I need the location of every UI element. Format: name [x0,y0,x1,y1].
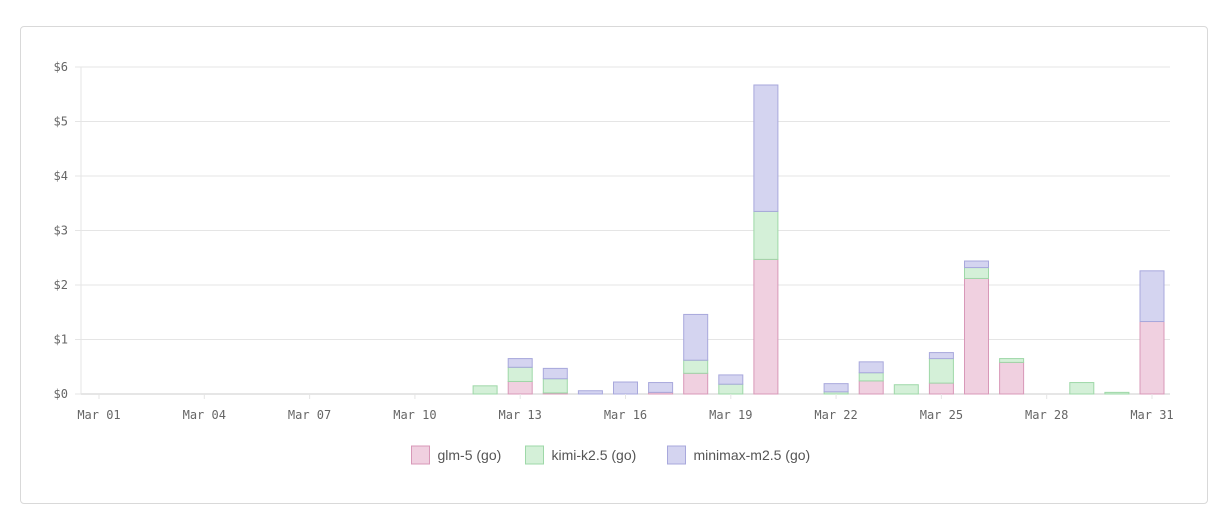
bar-segment [964,277,989,395]
bar-segment [542,378,568,394]
bar-segment [928,382,954,395]
bar-segment [928,358,954,384]
bar-segment [753,84,779,212]
bar-segment [683,359,709,374]
x-tick-label: Mar 19 [709,408,752,422]
bar-segment [507,358,533,368]
x-tick-label: Mar 10 [393,408,436,422]
bar-segment [964,260,989,269]
legend-label: kimi-k2.5 (go) [552,447,637,463]
x-tick-label: Mar 07 [288,408,331,422]
bar-segment [1139,270,1165,323]
legend-swatch [411,445,430,465]
legend-label: glm-5 (go) [438,447,502,463]
legend-swatch [525,445,544,465]
bar-segment [1139,321,1165,395]
chart-card [20,26,1208,504]
x-tick-label: Mar 25 [920,408,963,422]
legend-swatch [667,445,686,465]
y-tick-label: $6 [54,60,68,74]
bar-segment [648,382,674,393]
bar-segment [683,372,709,395]
bar-segment [1069,382,1095,395]
y-tick-label: $2 [54,278,68,292]
bar-segment [507,366,533,382]
bar-segment [999,358,1025,363]
bar-segment [577,390,603,395]
legend-label: minimax-m2.5 (go) [694,447,811,463]
bar-segment [683,313,709,361]
bar-segment [999,361,1025,395]
bar-segment [507,380,533,395]
bar-segment [542,367,568,380]
bar-segment [928,352,954,360]
y-tick-label: $4 [54,169,68,183]
bar-segment [613,381,638,395]
x-tick-label: Mar 31 [1130,408,1173,422]
x-tick-label: Mar 04 [183,408,226,422]
bar-segment [753,210,779,260]
x-tick-label: Mar 01 [77,408,120,422]
y-tick-label: $3 [54,224,68,238]
x-tick-label: Mar 16 [604,408,647,422]
bar-segment [718,383,744,395]
bar-segment [858,372,884,382]
bar-segment [823,383,849,393]
bar-segment [753,258,779,395]
bar-segment [718,374,744,385]
y-tick-label: $1 [54,333,68,347]
bar-segment [1104,391,1130,395]
y-tick-label: $0 [54,387,68,401]
bar-segment [858,361,884,374]
bar-segment [472,385,498,395]
x-tick-label: Mar 13 [499,408,542,422]
y-tick-label: $5 [54,115,68,129]
bar-segment [893,384,919,395]
x-tick-label: Mar 28 [1025,408,1068,422]
x-tick-label: Mar 22 [814,408,857,422]
bar-segment [858,380,884,395]
bar-segment [964,267,989,279]
